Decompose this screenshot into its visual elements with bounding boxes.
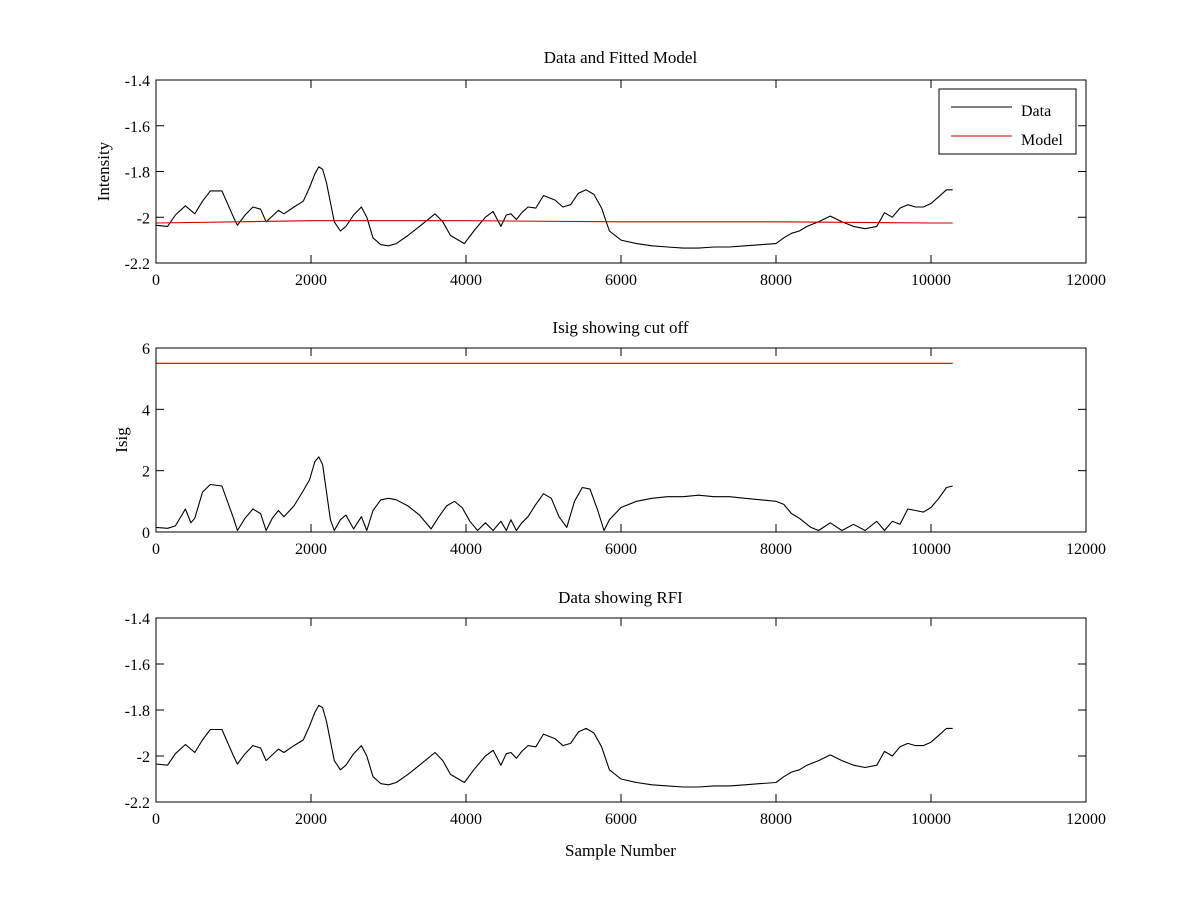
y-axis-label: Isig [112, 427, 131, 453]
x-tick-label: 0 [152, 272, 160, 289]
legend-label-data: Data [1021, 103, 1051, 120]
x-tick-label: 10000 [911, 272, 951, 289]
legend-label-model: Model [1021, 132, 1063, 149]
x-axis-label: Sample Number [565, 841, 676, 860]
x-tick-label: 8000 [760, 541, 792, 558]
x-tick-label: 4000 [450, 541, 482, 558]
y-tick-label: 6 [142, 341, 150, 358]
x-tick-label: 6000 [605, 811, 637, 828]
x-tick-label: 12000 [1066, 541, 1106, 558]
x-tick-label: 8000 [760, 811, 792, 828]
y-tick-label: -1.6 [125, 657, 150, 674]
x-tick-label: 6000 [605, 272, 637, 289]
plot-area: 0 2000 4000 6000 8000 10000 12000 0 2 4 6 [142, 341, 1106, 558]
panel-data-showing-rfi: Data showing RFI Sample Number 0 2000 4000… [125, 588, 1106, 860]
y-tick-label: -1.4 [125, 611, 150, 628]
y-tick-label: 4 [142, 402, 150, 419]
x-tick-label: 6000 [605, 541, 637, 558]
y-tick-label: -1.8 [125, 703, 150, 720]
x-tick-label: 12000 [1066, 811, 1106, 828]
y-axis-label: Intensity [94, 141, 113, 201]
x-tick-label: 0 [152, 541, 160, 558]
y-tick-label: -1.8 [125, 165, 150, 182]
panel-data-and-fitted-model: Data and Fitted Model Intensity 0 2000 400… [94, 48, 1106, 289]
x-tick-label: 4000 [450, 811, 482, 828]
y-tick-label: -2 [137, 210, 150, 227]
chart-title: Data showing RFI [558, 588, 683, 607]
y-tick-label: -1.6 [125, 119, 150, 136]
y-tick-label: -2.2 [125, 256, 150, 273]
x-tick-label: 8000 [760, 272, 792, 289]
y-tick-label: 2 [142, 464, 150, 481]
chart-title: Data and Fitted Model [544, 48, 698, 67]
series-line-model [155, 220, 953, 224]
legend: Data Model [938, 88, 1077, 155]
x-tick-label: 12000 [1066, 272, 1106, 289]
x-tick-label: 10000 [911, 541, 951, 558]
plot-area: 0 2000 4000 6000 8000 10000 12000 -2.2 -2 -1.8 -1.… [125, 73, 1106, 289]
series-line-data [155, 456, 953, 532]
legend-box [938, 88, 1077, 155]
x-tick-label: 2000 [295, 541, 327, 558]
series-line-data [155, 704, 953, 788]
plot-area: 0 2000 4000 6000 8000 10000 12000 -2.2 -2 -1.8 -1.… [125, 611, 1106, 828]
series-line-data [155, 166, 953, 249]
x-tick-label: 2000 [295, 811, 327, 828]
x-tick-label: 0 [152, 811, 160, 828]
panel-isig-showing-cut-off: Isig showing cut off Isig 0 2000 4000 6000 8… [112, 318, 1106, 558]
chart-title: Isig showing cut off [552, 318, 688, 337]
y-tick-label: -2 [137, 749, 150, 766]
x-tick-label: 10000 [911, 811, 951, 828]
y-tick-label: -1.4 [125, 73, 150, 90]
x-tick-label: 2000 [295, 272, 327, 289]
y-tick-label: -2.2 [125, 795, 150, 812]
y-tick-label: 0 [142, 525, 150, 542]
x-tick-label: 4000 [450, 272, 482, 289]
